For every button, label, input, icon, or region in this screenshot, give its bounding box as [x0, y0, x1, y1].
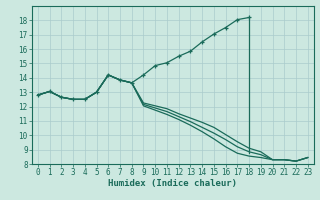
X-axis label: Humidex (Indice chaleur): Humidex (Indice chaleur) — [108, 179, 237, 188]
